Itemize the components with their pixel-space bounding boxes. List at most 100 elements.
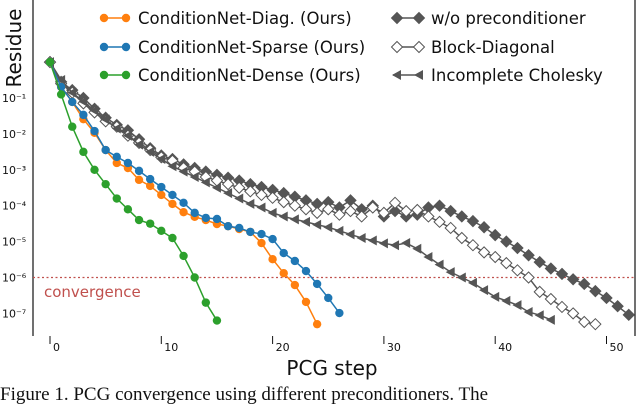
data-point [78,96,88,107]
data-point [179,198,188,208]
convergence-label: convergence [44,283,141,301]
legend: ConditionNet-Diag. (Ours) ConditionNet-Sp… [99,9,603,85]
data-point [68,97,77,107]
data-point [344,204,357,218]
legend-marker [414,70,423,80]
data-point [511,241,524,255]
legend-marker [99,13,109,23]
data-point [134,215,144,225]
data-point [512,300,522,311]
legend-marker [390,11,404,25]
legend-marker [121,13,131,23]
y-tick-label: 10⁻⁶ [2,272,27,285]
data-point [290,256,300,266]
data-point [477,246,491,259]
data-point [67,87,77,98]
data-point [56,90,66,99]
data-point [235,223,244,233]
data-point [122,130,132,141]
data-point [455,231,469,245]
data-point [356,233,366,244]
data-point [299,203,313,216]
data-point [578,315,591,329]
data-point [134,175,144,185]
data-point [45,57,55,67]
data-point [90,126,99,136]
data-point [622,308,635,322]
data-point [312,219,322,230]
legend-label: ConditionNet-Dense (Ours) [138,66,361,85]
series-line [49,61,552,321]
data-point [244,185,257,198]
figure-caption: Figure 1. PCG convergence using differen… [0,384,489,405]
data-point [212,214,222,224]
data-point [221,177,235,191]
data-point [412,243,422,254]
y-tick-label: 10⁻² [2,128,26,141]
data-point [288,199,302,212]
data-point [201,213,211,223]
data-point [333,208,346,221]
data-point [456,272,466,283]
data-point [157,182,166,192]
data-point [189,171,199,182]
legend-marker [392,70,401,80]
data-point [388,196,402,210]
data-point [533,255,546,269]
data-point [399,204,413,218]
legend-label: Block-Diagonal [431,38,555,57]
data-point [300,216,310,227]
data-point [68,122,77,131]
data-point [433,199,446,212]
data-point [434,259,444,270]
legend-label: ConditionNet-Diag. (Ours) [138,9,352,28]
data-point [345,229,355,240]
data-point [157,190,166,200]
data-point [123,158,133,168]
data-point [488,228,502,242]
data-point [168,233,177,243]
legend-marker [99,70,109,80]
data-point [255,188,268,202]
data-point [500,235,513,248]
data-point [534,310,544,321]
data-point [335,308,344,318]
data-point [134,139,144,150]
data-point [157,226,166,236]
data-point [100,114,110,125]
data-point [278,211,288,222]
data-point [267,207,277,218]
x-tick-label: 20 [276,341,290,354]
data-point [301,297,311,307]
data-point [101,145,110,155]
data-point [511,264,524,277]
data-point [566,273,580,286]
data-point [200,177,210,188]
data-point [611,300,624,313]
data-point [355,210,368,223]
data-point [455,210,469,223]
data-point [112,152,121,162]
legend-marker [99,42,109,52]
data-point [390,240,400,251]
data-point [555,267,569,281]
data-point [578,277,591,291]
legend-marker [121,70,131,80]
data-point [190,273,199,282]
data-point [257,238,266,248]
legend-marker [412,11,426,25]
data-point [256,202,266,213]
data-point [223,188,233,199]
data-point [433,215,446,229]
data-point [145,174,155,184]
data-point [312,319,322,329]
data-point [378,238,388,249]
legend-label: Incomplete Cholesky [431,66,603,85]
series-conditionnet-dense-ours- [45,57,222,325]
data-point [168,190,177,200]
data-point [322,203,335,216]
data-point [179,207,188,217]
data-point [56,75,66,86]
data-point [246,227,255,237]
data-point [490,291,500,302]
